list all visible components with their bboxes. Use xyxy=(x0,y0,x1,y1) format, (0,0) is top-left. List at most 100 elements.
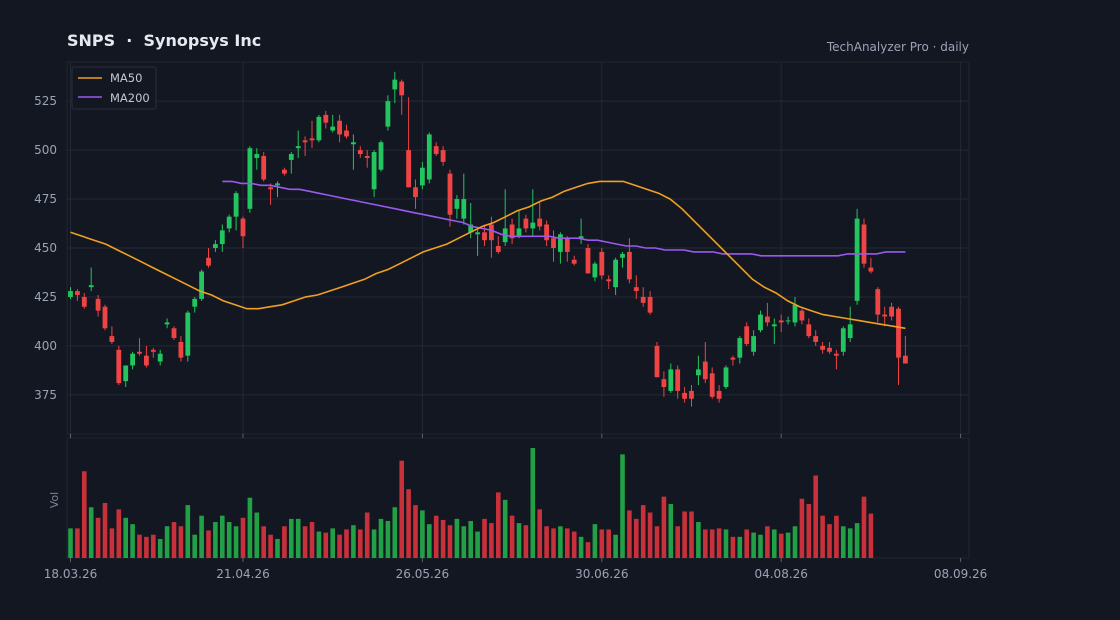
candle-body xyxy=(682,392,687,399)
volume-bar xyxy=(447,525,453,558)
volume-bar xyxy=(703,529,708,558)
volume-bar xyxy=(344,529,349,558)
volume-bar xyxy=(116,509,122,558)
candle-body xyxy=(834,353,839,356)
candle-body xyxy=(806,324,812,337)
volume-bar xyxy=(599,529,605,558)
volume-bar xyxy=(316,531,322,558)
candle-body xyxy=(903,355,908,364)
candle-body xyxy=(599,251,605,276)
candle-body xyxy=(661,379,667,388)
price-tick-label: 500 xyxy=(34,143,57,157)
volume-bar xyxy=(565,528,570,558)
volume-bar xyxy=(371,529,377,558)
candle-body xyxy=(337,120,342,135)
volume-bar xyxy=(109,528,115,558)
date-tick-label: 18.03.26 xyxy=(44,567,97,581)
candle-body xyxy=(530,222,536,229)
volume-bar xyxy=(171,522,177,558)
volume-bar xyxy=(868,513,874,558)
volume-bar xyxy=(765,526,770,558)
candle-body xyxy=(178,341,184,358)
candle-body xyxy=(868,267,874,272)
volume-bar xyxy=(268,534,273,558)
candle-body xyxy=(247,148,253,209)
volume-bar xyxy=(496,492,501,558)
candle-body xyxy=(709,373,715,397)
volume-bar xyxy=(351,525,356,558)
ma50-line xyxy=(70,180,906,330)
volume-bar xyxy=(785,532,791,558)
candle-body xyxy=(765,316,770,323)
volume-bar xyxy=(861,496,867,558)
volume-bar xyxy=(592,524,598,558)
candle-body xyxy=(820,345,825,350)
volume-bar xyxy=(523,525,529,558)
candle-body xyxy=(813,336,819,342)
candle-body xyxy=(627,251,632,280)
candle-body xyxy=(275,183,280,186)
volume-bar xyxy=(537,509,542,558)
volume-bar xyxy=(737,536,743,558)
volume-bar xyxy=(247,497,253,558)
candle-body xyxy=(371,152,377,190)
volume-bar xyxy=(385,520,391,558)
volume-bar xyxy=(254,512,260,558)
volume-bar xyxy=(634,518,639,558)
data-source-label: TechAnalyzer Pro · daily xyxy=(826,40,969,54)
volume-bar xyxy=(709,529,715,558)
volume-bar xyxy=(95,517,101,558)
candle-body xyxy=(516,228,522,237)
candle-body xyxy=(323,114,329,123)
candle-body xyxy=(613,259,618,288)
candle-body xyxy=(647,296,653,313)
volume-bar xyxy=(433,515,439,558)
candle-body xyxy=(130,353,135,366)
candle-body xyxy=(109,336,115,342)
volume-bar xyxy=(399,460,404,558)
candle-body xyxy=(364,155,370,158)
volume-bar xyxy=(226,522,232,558)
volume-bar xyxy=(220,515,225,558)
price-tick-label: 425 xyxy=(34,290,57,304)
candle-body xyxy=(861,224,867,264)
volume-bar xyxy=(364,512,370,558)
volume-bar xyxy=(240,517,246,558)
candle-body xyxy=(268,187,273,190)
volume-bar xyxy=(137,534,142,558)
volume-bar xyxy=(289,518,294,558)
candle-body xyxy=(240,218,246,237)
volume-bar xyxy=(668,504,674,558)
candle-body xyxy=(799,310,805,321)
candle-body xyxy=(585,248,591,274)
candle-body xyxy=(571,259,577,264)
volume-bar xyxy=(82,471,87,558)
candlesticks xyxy=(68,71,908,407)
candle-body xyxy=(433,146,439,155)
date-axis: 18.03.26 21.04.26 26.05.26 30.06.26 04.08.26… xyxy=(44,567,988,581)
volume-bar xyxy=(723,529,729,558)
date-tick-label: 08.09.26 xyxy=(934,567,987,581)
candle-body xyxy=(723,367,729,388)
candle-body xyxy=(620,253,625,258)
candle-body xyxy=(875,289,881,315)
price-tick-label: 375 xyxy=(34,388,57,402)
volume-bar xyxy=(475,531,480,558)
candle-body xyxy=(606,279,612,282)
volume-bar xyxy=(813,475,818,558)
candle-body xyxy=(288,154,294,160)
volume-bar xyxy=(482,518,487,558)
volume-bar xyxy=(744,529,749,558)
candle-body xyxy=(282,169,287,174)
volume-bar xyxy=(627,510,632,558)
volume-bar xyxy=(606,529,611,558)
volume-bar xyxy=(206,530,211,558)
candle-body xyxy=(233,193,239,217)
candle-body xyxy=(440,150,446,162)
volume-bar xyxy=(509,515,515,558)
candle-body xyxy=(137,351,142,354)
candle-body xyxy=(219,230,225,245)
volume-axis-label: Vol xyxy=(48,492,61,508)
candle-body xyxy=(68,291,73,297)
